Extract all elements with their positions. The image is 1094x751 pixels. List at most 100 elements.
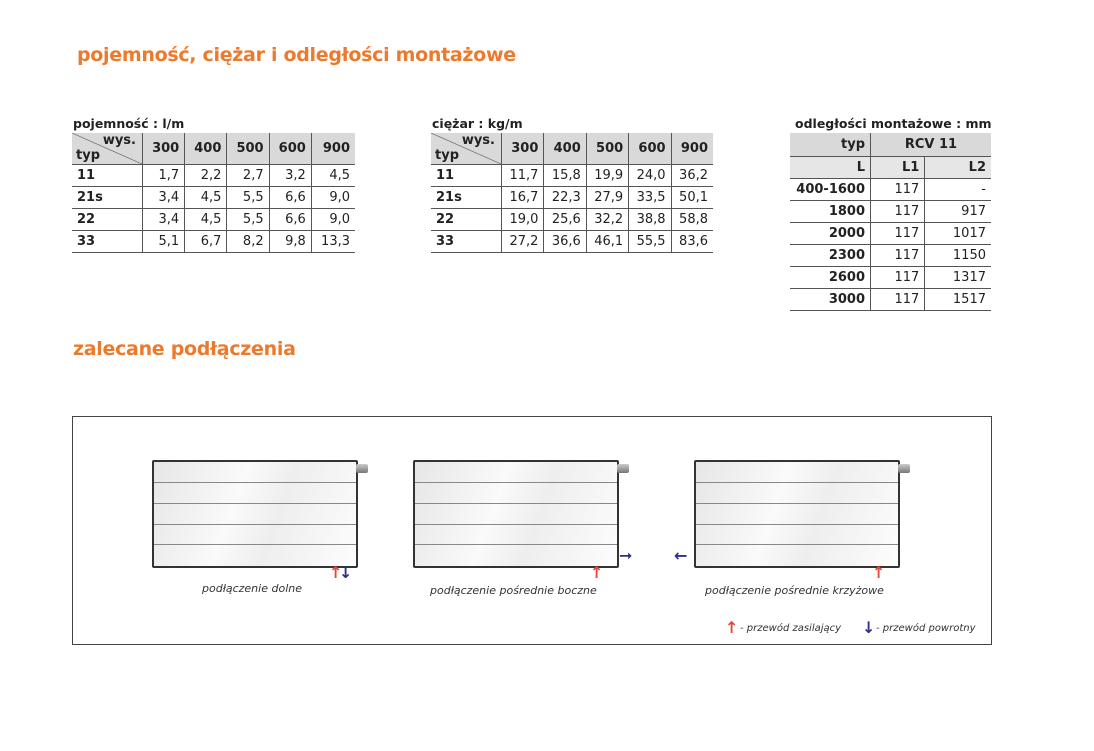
corner-cell: wys. typ <box>72 133 143 165</box>
value-cell: 917 <box>924 200 991 223</box>
value-cell: 4,5 <box>310 164 355 187</box>
connection-label: podłączenie pośrednie boczne <box>430 584 597 597</box>
value-cell: 2000 <box>790 222 871 245</box>
value-cell: 2300 <box>790 244 871 267</box>
connection-label: podłączenie pośrednie krzyżowe <box>705 584 884 597</box>
header-row: wys. typ 300 400 500 600 900 <box>431 133 713 165</box>
weight-table: wys. typ 300 400 500 600 900 11 11,7 15,8 19,9 24,0… <box>431 133 713 253</box>
panel-line <box>415 503 617 504</box>
corner-top-label: wys. <box>102 133 136 148</box>
value-cell: 58,8 <box>670 208 713 231</box>
supply-arrow-icon: ↑ <box>329 563 343 582</box>
value-cell: 13,3 <box>310 230 355 253</box>
value-cell: 36,6 <box>543 230 587 253</box>
table-row: 1800 117 917 <box>790 200 991 223</box>
corner-bottom-label: typ <box>435 148 459 163</box>
valve-icon <box>356 464 368 473</box>
panel-line <box>696 544 898 545</box>
type-cell: 21s <box>431 186 502 209</box>
value-cell: 19,9 <box>585 164 629 187</box>
legend-supply: - przewód zasilający <box>740 623 842 634</box>
corner-bottom-label: typ <box>76 148 100 163</box>
heading-recommended-connections: zalecane podłączenia <box>73 338 296 360</box>
return-arrow-icon: ↓ <box>339 563 353 582</box>
table-row: 33 5,1 6,7 8,2 9,8 13,3 <box>72 230 355 253</box>
table-row: 22 3,4 4,5 5,5 6,6 9,0 <box>72 208 355 231</box>
column-header: 900 <box>670 133 713 165</box>
value-cell: 1317 <box>924 266 991 289</box>
table-row: 11 11,7 15,8 19,9 24,0 36,2 <box>431 164 713 187</box>
value-cell: 9,8 <box>268 230 312 253</box>
value-cell: 1,7 <box>141 164 185 187</box>
radiator <box>152 460 358 568</box>
value-cell: 117 <box>869 200 925 223</box>
value-cell: 117 <box>869 266 925 289</box>
table-row: 21s 16,7 22,3 27,9 33,5 50,1 <box>431 186 713 209</box>
value-cell: 27,9 <box>585 186 629 209</box>
value-cell: 3,4 <box>141 186 185 209</box>
panel-line <box>154 482 356 483</box>
supply-arrow-icon: ↑ <box>725 618 739 637</box>
value-cell: 4,5 <box>184 208 227 231</box>
panel-line <box>415 544 617 545</box>
legend-return: - przewód powrotny <box>876 623 976 634</box>
panel-line <box>415 524 617 525</box>
column-header: 900 <box>310 133 355 165</box>
value-cell: 5,5 <box>226 208 270 231</box>
value-cell: 117 <box>869 244 925 267</box>
return-arrow-icon: ➞ <box>619 546 633 565</box>
capacity-table-title: pojemność : l/m <box>73 116 185 131</box>
table-row: 22 19,0 25,6 32,2 38,8 58,8 <box>431 208 713 231</box>
value-cell: 16,7 <box>500 186 544 209</box>
type-cell: 11 <box>431 164 502 187</box>
heading-capacity-weight-mounting: pojemność, ciężar i odległości montażowe <box>77 44 516 66</box>
value-cell: 2,7 <box>226 164 270 187</box>
value-cell: 32,2 <box>585 208 629 231</box>
value-cell: 27,2 <box>500 230 544 253</box>
connection-label: podłączenie dolne <box>202 582 302 595</box>
value-cell: 5,1 <box>141 230 185 253</box>
mounting-table-title: odległości montażowe : mm <box>795 116 992 131</box>
table-row: 2300 117 1150 <box>790 244 991 267</box>
type-cell: 33 <box>431 230 502 253</box>
value-cell: 3,2 <box>268 164 312 187</box>
value-cell: 38,8 <box>628 208 672 231</box>
value-cell: 3000 <box>790 288 871 311</box>
value-cell: 8,2 <box>226 230 270 253</box>
return-arrow-icon: ← <box>674 546 688 565</box>
weight-table-title: ciężar : kg/m <box>432 116 523 131</box>
value-cell: 117 <box>869 288 925 311</box>
value-cell: 3,4 <box>141 208 185 231</box>
value-cell: 19,0 <box>500 208 544 231</box>
type-cell: 33 <box>72 230 143 253</box>
corner-diagonal: wys. typ <box>72 133 142 164</box>
column-header: L1 <box>869 156 925 179</box>
value-cell: 5,5 <box>226 186 270 209</box>
column-header: L <box>790 156 871 179</box>
corner-cell: wys. typ <box>431 133 502 165</box>
value-cell: 15,8 <box>543 164 587 187</box>
type-cell: 11 <box>72 164 143 187</box>
value-cell: 1017 <box>924 222 991 245</box>
header-row-columns: L L1 L2 <box>790 156 991 179</box>
column-header: L2 <box>924 156 991 179</box>
value-cell: - <box>924 178 991 201</box>
panel-line <box>415 482 617 483</box>
return-arrow-icon: ↓ <box>862 618 876 637</box>
typ-header: typ <box>790 133 871 157</box>
value-cell: 36,2 <box>670 164 713 187</box>
radiator <box>694 460 900 568</box>
value-cell: 6,6 <box>268 186 312 209</box>
panel-line <box>696 524 898 525</box>
header-row-type: typ RCV 11 <box>790 133 991 157</box>
table-row: 2000 117 1017 <box>790 222 991 245</box>
table-row: 2600 117 1317 <box>790 266 991 289</box>
column-header: 300 <box>141 133 185 165</box>
table-row: 11 1,7 2,2 2,7 3,2 4,5 <box>72 164 355 187</box>
panel-line <box>154 544 356 545</box>
value-cell: 50,1 <box>670 186 713 209</box>
value-cell: 25,6 <box>543 208 587 231</box>
value-cell: 46,1 <box>585 230 629 253</box>
panel-line <box>696 503 898 504</box>
column-header: 400 <box>543 133 587 165</box>
